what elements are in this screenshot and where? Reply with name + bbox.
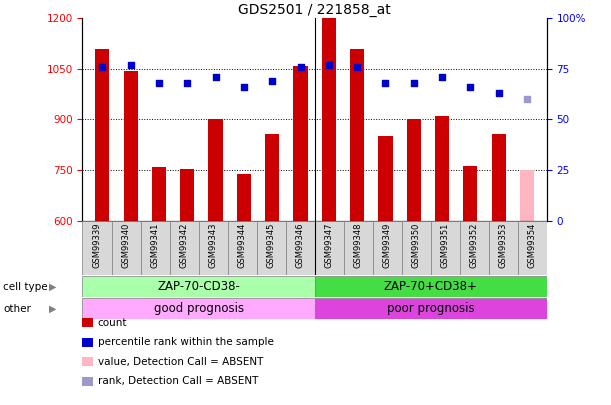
Point (211, 74, 221, 80)
Bar (82, 221, 111, 275)
Bar (228, 221, 257, 275)
Bar (82, 298, 315, 319)
Point (154, 80, 164, 86)
Text: GSM99339: GSM99339 (92, 222, 101, 268)
Text: GSM99347: GSM99347 (324, 222, 334, 268)
Point (409, 80, 419, 86)
Text: GSM99351: GSM99351 (441, 222, 450, 268)
Bar (520, 170, 534, 221)
Text: ZAP-70-CD38-: ZAP-70-CD38- (157, 280, 240, 293)
Bar (343, 221, 373, 275)
Text: good prognosis: good prognosis (153, 302, 244, 315)
Text: GSM99342: GSM99342 (180, 222, 189, 268)
Bar (123, 70, 137, 221)
Bar (518, 221, 547, 275)
Text: ▶: ▶ (49, 304, 56, 313)
Bar (315, 276, 547, 297)
Bar (431, 221, 459, 275)
Text: poor prognosis: poor prognosis (387, 302, 475, 315)
Text: GSM99350: GSM99350 (412, 222, 421, 268)
Text: cell type: cell type (3, 282, 48, 292)
Bar (315, 298, 547, 319)
Bar (460, 221, 489, 275)
Bar (373, 221, 402, 275)
Point (267, 78, 277, 84)
Text: GSM99341: GSM99341 (150, 222, 159, 268)
Bar (180, 169, 194, 221)
Bar (95, 49, 109, 221)
Bar (378, 136, 392, 221)
Bar (141, 221, 170, 275)
Bar (285, 221, 315, 275)
Bar (402, 221, 431, 275)
Point (353, 64, 362, 70)
Bar (199, 221, 227, 275)
Point (97, 64, 107, 70)
Text: GSM99354: GSM99354 (528, 222, 537, 268)
Text: other: other (3, 304, 31, 313)
Bar (170, 221, 199, 275)
Text: GSM99344: GSM99344 (238, 222, 247, 268)
Bar (82, 276, 315, 297)
Bar (208, 119, 222, 221)
Bar (111, 221, 141, 275)
Text: rank, Detection Call = ABSENT: rank, Detection Call = ABSENT (98, 376, 258, 386)
Text: GSM99352: GSM99352 (470, 222, 479, 268)
Bar (152, 167, 166, 221)
Point (324, 62, 334, 68)
Text: ▶: ▶ (49, 282, 56, 292)
Text: percentile rank within the sample: percentile rank within the sample (98, 337, 274, 347)
Text: value, Detection Call = ABSENT: value, Detection Call = ABSENT (98, 357, 263, 367)
Text: GSM99353: GSM99353 (499, 222, 508, 268)
Text: GSM99343: GSM99343 (208, 222, 218, 268)
Point (296, 64, 306, 70)
Bar (435, 116, 449, 221)
Text: GSM99349: GSM99349 (382, 222, 392, 268)
Point (126, 62, 136, 68)
Text: GSM99346: GSM99346 (296, 222, 305, 268)
Bar (293, 66, 307, 221)
Bar (350, 49, 364, 221)
Bar (492, 134, 506, 221)
Text: count: count (98, 318, 127, 328)
Text: GSM99345: GSM99345 (266, 222, 276, 268)
Point (466, 84, 475, 90)
Point (522, 96, 532, 102)
Bar (463, 166, 477, 221)
Bar (265, 134, 279, 221)
Point (437, 74, 447, 80)
Bar (322, 18, 336, 221)
Bar (315, 221, 343, 275)
Point (381, 80, 390, 86)
Title: GDS2501 / 221858_at: GDS2501 / 221858_at (238, 3, 391, 17)
Text: GSM99340: GSM99340 (122, 222, 131, 268)
Point (239, 84, 249, 90)
Text: GSM99348: GSM99348 (354, 222, 363, 268)
Text: ZAP-70+CD38+: ZAP-70+CD38+ (384, 280, 478, 293)
Bar (407, 119, 421, 221)
Bar (257, 221, 285, 275)
Bar (489, 221, 518, 275)
Bar (237, 174, 251, 221)
Point (494, 90, 503, 96)
Point (182, 80, 192, 86)
